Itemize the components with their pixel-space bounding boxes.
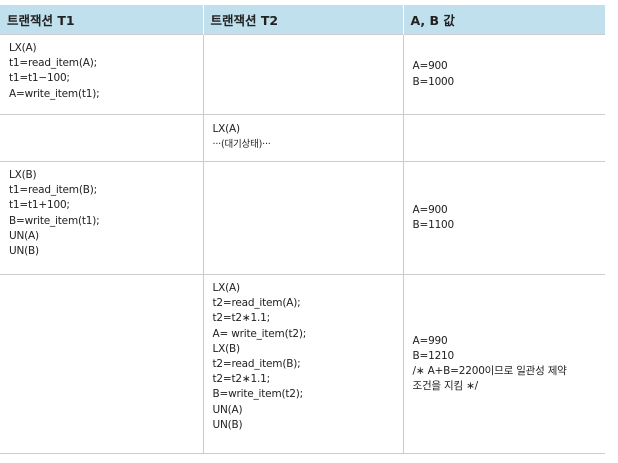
value-line: B=1000 <box>412 75 455 88</box>
value-line: A=900 <box>412 60 448 73</box>
t2-line: t2=t2∗1.1; <box>212 312 271 325</box>
t2-line: LX(B) <box>212 342 241 355</box>
t2-line: LX(A) <box>212 282 241 294</box>
t2-line: A= write_item(t2); <box>212 327 307 340</box>
t1-line: LX(B) <box>9 169 37 181</box>
transaction-schedule-table: 트랜잭션 T1 트랜잭션 T2 A, B 값 LX(A) t1=read_ite… <box>0 5 605 454</box>
table-row: LX(A) ···(대기상태)··· <box>0 114 605 162</box>
t1-line: t1=t1−100; <box>9 72 70 85</box>
t1-line: t1=read_item(B); <box>9 184 97 197</box>
ab-cell: A=900 B=1000 <box>403 34 605 115</box>
t2-cell <box>203 161 404 275</box>
ab-cell: A=990 B=1210 /∗ A+B=2200이므로 일관성 제약 조건을 지… <box>403 274 605 454</box>
t2-cell: LX(A) t2=read_item(A); t2=t2∗1.1; A= wri… <box>203 274 404 454</box>
t2-line: t2=read_item(B); <box>212 358 301 371</box>
consistency-comment: /∗ A+B=2200이므로 일관성 제약 <box>412 365 567 377</box>
t2-cell: LX(A) ···(대기상태)··· <box>203 114 404 162</box>
t1-line: UN(A) <box>9 229 39 242</box>
t1-line: B=write_item(t1); <box>9 214 100 227</box>
waiting-state-label: ···(대기상태)··· <box>212 139 271 151</box>
t1-line: t1=t1+100; <box>9 199 70 212</box>
value-line: B=1210 <box>412 349 455 362</box>
t1-line: UN(B) <box>9 245 39 258</box>
table-row: LX(A) t1=read_item(A); t1=t1−100; A=writ… <box>0 34 605 115</box>
header-ab-values: A, B 값 <box>403 5 605 35</box>
t1-cell <box>0 274 204 454</box>
consistency-comment: 조건을 지킴 ∗/ <box>412 380 479 393</box>
value-line: A=990 <box>412 334 448 347</box>
t1-cell: LX(A) t1=read_item(A); t1=t1−100; A=writ… <box>0 34 204 115</box>
value-line: A=900 <box>412 203 448 216</box>
t1-line: t1=read_item(A); <box>9 57 97 70</box>
t1-cell <box>0 114 204 162</box>
ab-cell: A=900 B=1100 <box>403 161 605 275</box>
header-row: 트랜잭션 T1 트랜잭션 T2 A, B 값 <box>0 5 605 35</box>
header-t2: 트랜잭션 T2 <box>203 5 404 35</box>
t1-cell: LX(B) t1=read_item(B); t1=t1+100; B=writ… <box>0 161 204 275</box>
t2-line: LX(A) <box>212 123 241 135</box>
t1-line: A=write_item(t1); <box>9 87 100 100</box>
t1-line: LX(A) <box>9 42 37 54</box>
t2-line: t2=t2∗1.1; <box>212 373 271 386</box>
t2-cell <box>203 34 404 115</box>
t2-line: UN(B) <box>212 418 243 431</box>
table-row: LX(B) t1=read_item(B); t1=t1+100; B=writ… <box>0 161 605 275</box>
ab-cell <box>403 114 605 162</box>
value-line: B=1100 <box>412 219 455 231</box>
t2-line: t2=read_item(A); <box>212 297 301 310</box>
t2-line: UN(A) <box>212 403 243 416</box>
header-t1: 트랜잭션 T1 <box>0 5 204 35</box>
table-row: LX(A) t2=read_item(A); t2=t2∗1.1; A= wri… <box>0 274 605 454</box>
t2-line: B=write_item(t2); <box>212 388 304 401</box>
